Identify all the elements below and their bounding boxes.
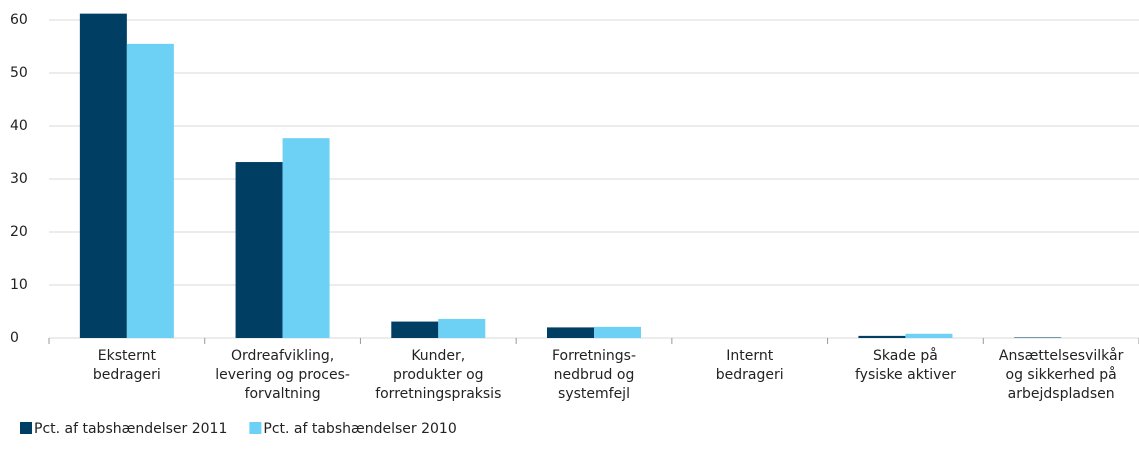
bar [1014, 337, 1062, 338]
y-tick-label: 0 [10, 330, 19, 346]
bar [905, 333, 953, 338]
x-tick-label: Skade på fysiske aktiver [855, 347, 956, 383]
x-tick-label: Ordreafvikling, levering og proces-forval… [215, 348, 350, 402]
bar [547, 327, 594, 338]
bar [858, 335, 906, 338]
bar [282, 138, 330, 338]
y-tick-label: 50 [10, 65, 28, 81]
y-tick-label: 10 [10, 277, 28, 293]
y-tick-label: 40 [10, 118, 28, 134]
x-tick-label: Ansættelsesvilkår og sikkerhed på arbejdsp… [999, 347, 1124, 402]
x-tick-label: Eksternt bedrageri [93, 348, 161, 383]
legend-swatch [249, 422, 262, 434]
x-tick-label: Forretnings-nedbrud og systemfejl [552, 348, 636, 402]
y-tick-label: 30 [10, 171, 28, 187]
bar [126, 43, 174, 338]
bar [391, 321, 439, 338]
y-tick-label: 20 [10, 224, 28, 240]
bar [594, 326, 641, 338]
legend-label: Pct. af tabshændelser 2011 [34, 421, 227, 437]
bar [79, 13, 127, 338]
y-tick-label: 60 [10, 12, 28, 28]
legend-swatch [20, 422, 32, 434]
bar [235, 162, 283, 338]
x-tick-label: Kunder, produkter og forretningspraksis [375, 348, 501, 402]
x-tick-label: Internt bedrageri [716, 348, 784, 383]
bar [438, 318, 486, 338]
legend-label: Pct. af tabshændelser 2010 [263, 421, 456, 437]
